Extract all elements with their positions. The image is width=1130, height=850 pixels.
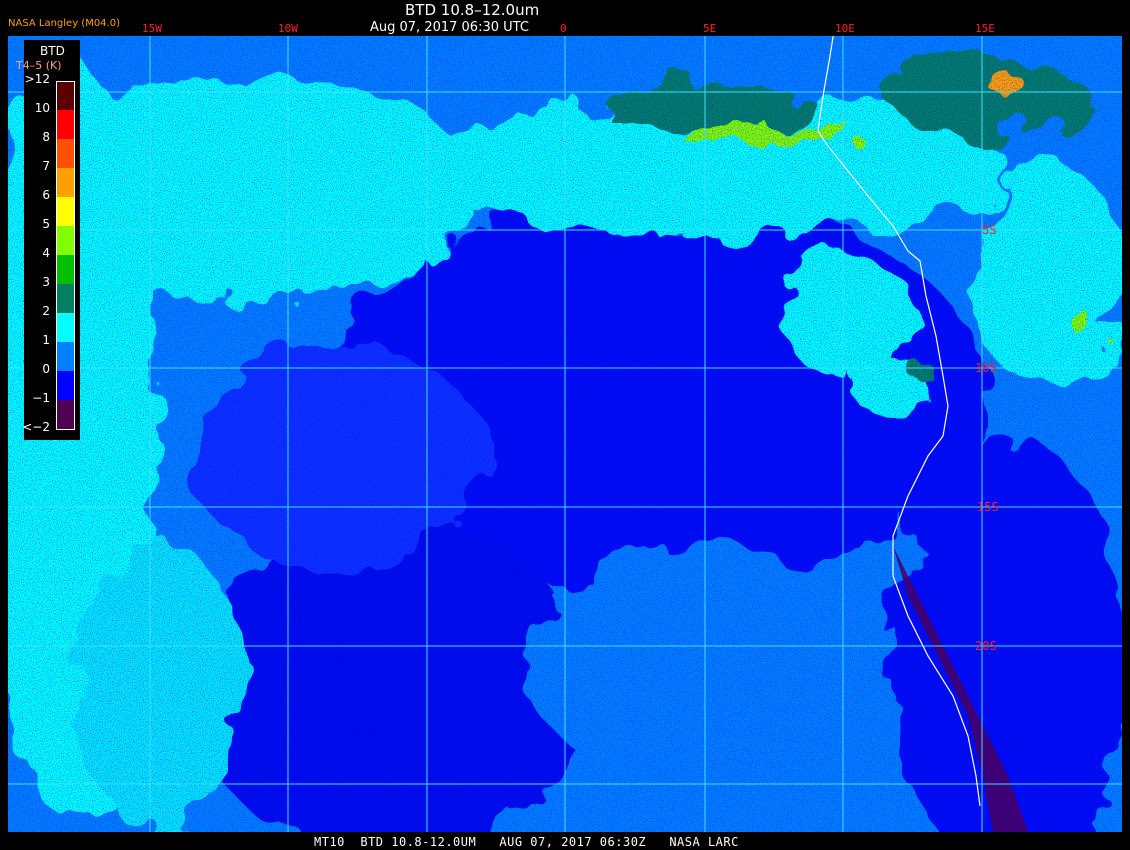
legend-title: BTD: [40, 44, 65, 58]
legend-level: 1: [42, 333, 50, 347]
satellite-image[interactable]: [8, 36, 1122, 832]
lon-label: 15E: [975, 22, 995, 35]
lat-label: 10S: [975, 361, 997, 375]
legend-level: 8: [42, 130, 50, 144]
producer-label: NASA Langley (M04.0): [8, 18, 120, 29]
legend-units: T4–5 (K): [16, 59, 62, 72]
legend-swatch: [56, 81, 74, 110]
legend-swatch: [56, 110, 74, 139]
lon-label: 10E: [835, 22, 855, 35]
lon-label: 5E: [703, 22, 717, 35]
legend-level: <−2: [22, 420, 50, 434]
legend-level: 4: [42, 246, 50, 260]
legend-swatch: [56, 168, 74, 197]
legend-level: 2: [42, 304, 50, 318]
legend-level: 3: [42, 275, 50, 289]
coastline: [817, 36, 981, 807]
legend-level: 5: [42, 217, 50, 231]
legend-swatch: [56, 313, 74, 342]
lat-label: 15S: [977, 500, 999, 514]
lon-label: 0: [560, 22, 567, 35]
legend-swatch: [56, 255, 74, 284]
legend-level: 6: [42, 188, 50, 202]
legend-swatch: [56, 400, 74, 429]
legend-swatch: [56, 226, 74, 255]
legend-swatch: [56, 342, 74, 371]
lon-label: 10W: [278, 22, 298, 35]
legend-swatch: [56, 197, 74, 226]
legend-swatch: [56, 371, 74, 400]
legend-level: −1: [32, 391, 50, 405]
legend-level: >12: [24, 72, 50, 86]
imagery-layer: [8, 36, 1122, 832]
lat-label: 20S: [975, 639, 997, 653]
lat-label: 5S: [982, 223, 997, 237]
lon-label: 15W: [142, 22, 162, 35]
legend-frame: [56, 81, 75, 430]
legend-swatch: [56, 139, 74, 168]
legend-level: 10: [34, 101, 50, 115]
legend-level: 0: [42, 362, 50, 376]
legend-swatch: [56, 284, 74, 313]
footer-caption: MT10 BTD 10.8-12.0UM AUG 07, 2017 06:30Z…: [314, 835, 739, 849]
product-title: BTD 10.8–12.0um: [405, 1, 540, 19]
grid-lines: [8, 36, 1122, 832]
legend-level: 7: [42, 159, 50, 173]
color-legend: BTD T4–5 (K) >12 10 8 7 6 5 4 3 2 1 0 −1 <−2: [16, 40, 80, 440]
datetime: Aug 07, 2017 06:30 UTC: [370, 20, 529, 35]
